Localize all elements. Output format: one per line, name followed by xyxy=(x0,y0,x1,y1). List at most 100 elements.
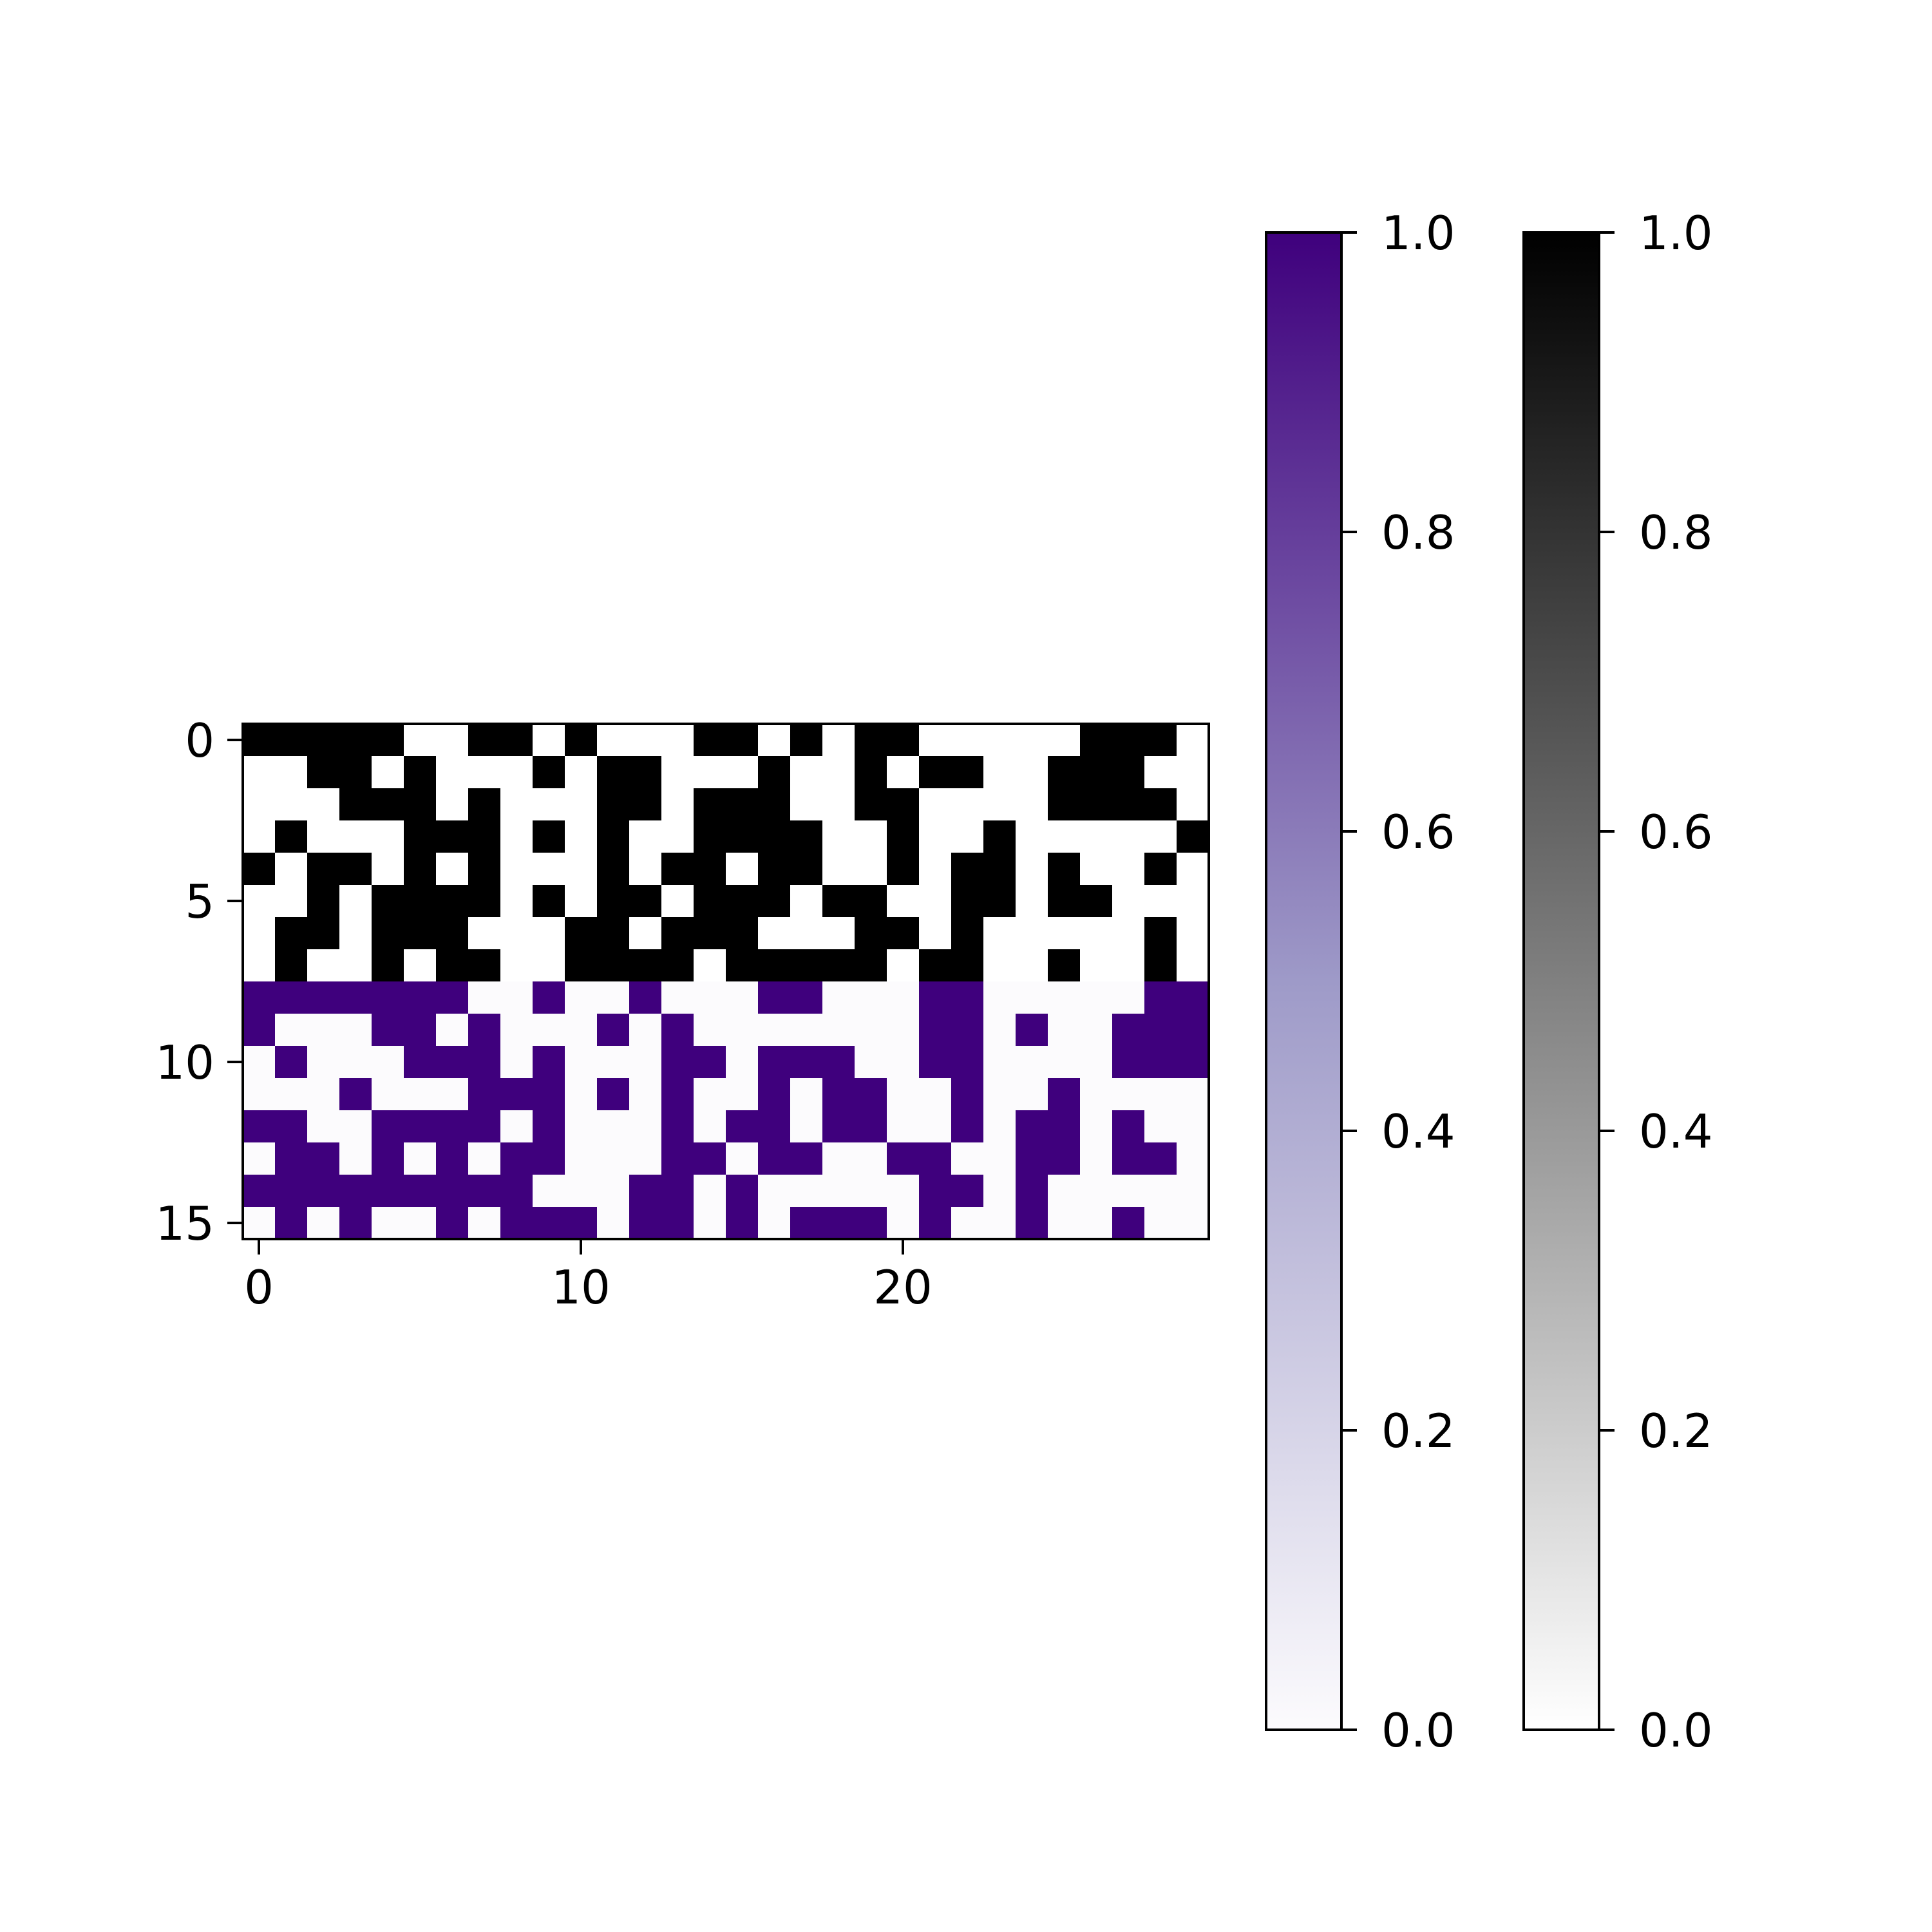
heatmap-cell xyxy=(1144,1142,1177,1175)
heatmap-cell xyxy=(919,724,952,757)
heatmap-cell xyxy=(565,756,598,789)
heatmap-cell xyxy=(855,820,887,853)
heatmap-cell xyxy=(565,788,598,821)
heatmap-cell xyxy=(275,756,308,789)
heatmap-cell xyxy=(790,1175,823,1208)
x-tick-label: 10 xyxy=(551,1260,611,1314)
heatmap-cell xyxy=(790,853,823,886)
heatmap-cell xyxy=(1177,981,1209,1014)
heatmap-cell xyxy=(822,885,855,918)
heatmap-cell xyxy=(822,1110,855,1143)
heatmap-cell xyxy=(339,1046,372,1079)
heatmap-cell xyxy=(919,917,952,950)
heatmap-cell xyxy=(565,724,598,757)
heatmap-cell xyxy=(597,853,630,886)
heatmap-cell xyxy=(372,1175,404,1208)
heatmap-cell xyxy=(661,917,694,950)
heatmap-cell xyxy=(1144,853,1177,886)
heatmap-cell xyxy=(339,917,372,950)
heatmap-cell xyxy=(1080,1078,1113,1111)
heatmap-cell xyxy=(661,981,694,1014)
heatmap-cell xyxy=(919,756,952,789)
heatmap-cell xyxy=(919,885,952,918)
colorbar-greys-tick-label: 0.2 xyxy=(1639,1404,1713,1458)
heatmap-cell xyxy=(726,1110,759,1143)
heatmap-cell xyxy=(726,724,759,757)
heatmap-cell xyxy=(468,949,501,982)
heatmap-cell xyxy=(1016,1142,1048,1175)
heatmap-cell xyxy=(404,756,437,789)
heatmap-cell xyxy=(1144,949,1177,982)
heatmap-cell xyxy=(1016,1175,1048,1208)
colorbar-purples-tick-label: 0.4 xyxy=(1381,1104,1455,1159)
colorbar-purples: 0.0 0.2 0.4 0.6 0.8 1.0 xyxy=(1265,206,1455,1757)
heatmap-cell xyxy=(629,756,662,789)
heatmap-cell xyxy=(275,788,308,821)
colorbar-purples-tick-label: 0.6 xyxy=(1381,805,1455,859)
heatmap-cell xyxy=(404,853,437,886)
heatmap-cell xyxy=(887,949,920,982)
heatmap-cell xyxy=(919,1110,952,1143)
heatmap-cell xyxy=(661,1142,694,1175)
heatmap-cell xyxy=(275,1078,308,1111)
heatmap-cells xyxy=(243,724,1209,1240)
heatmap-cell xyxy=(887,820,920,853)
heatmap-cell xyxy=(1016,949,1048,982)
heatmap-cell xyxy=(500,756,533,789)
heatmap-cell xyxy=(1177,1078,1209,1111)
heatmap-cell xyxy=(758,1110,791,1143)
heatmap-cell xyxy=(533,1046,565,1079)
heatmap-cell xyxy=(275,1142,308,1175)
heatmap-cell xyxy=(275,1207,308,1240)
heatmap-cell xyxy=(694,981,726,1014)
heatmap-cell xyxy=(1016,1110,1048,1143)
heatmap-cell xyxy=(1048,949,1081,982)
heatmap-cell xyxy=(822,756,855,789)
heatmap-cell xyxy=(983,756,1016,789)
heatmap-cell xyxy=(404,1110,437,1143)
heatmap-cell xyxy=(243,949,276,982)
heatmap-cell xyxy=(500,1046,533,1079)
heatmap-cell xyxy=(500,1175,533,1208)
colorbar-greys-tick-label: 1.0 xyxy=(1639,206,1713,260)
heatmap-cell xyxy=(533,1175,565,1208)
heatmap-cell xyxy=(822,981,855,1014)
heatmap-cell xyxy=(790,1207,823,1240)
heatmap-cell xyxy=(307,981,340,1014)
heatmap-cell xyxy=(468,756,501,789)
heatmap-cell xyxy=(1112,917,1145,950)
heatmap-cell xyxy=(307,788,340,821)
heatmap-cell xyxy=(339,1014,372,1046)
heatmap-cell xyxy=(533,756,565,789)
heatmap-cell xyxy=(790,820,823,853)
heatmap-cell xyxy=(1112,724,1145,757)
heatmap-cell xyxy=(822,1014,855,1046)
heatmap-cell xyxy=(307,1142,340,1175)
heatmap-cell xyxy=(404,1207,437,1240)
heatmap-cell xyxy=(661,1046,694,1079)
heatmap-cell xyxy=(1080,788,1113,821)
heatmap-cell xyxy=(500,788,533,821)
heatmap-cell xyxy=(919,1014,952,1046)
heatmap-cell xyxy=(565,1110,598,1143)
x-tick-label: 20 xyxy=(873,1260,933,1314)
heatmap-cell xyxy=(951,1110,984,1143)
heatmap-cell xyxy=(1112,788,1145,821)
heatmap-cell xyxy=(1080,756,1113,789)
heatmap-cell xyxy=(1080,1046,1113,1079)
heatmap-cell xyxy=(1112,1078,1145,1111)
heatmap-cell xyxy=(1048,853,1081,886)
heatmap-cell xyxy=(404,949,437,982)
heatmap-cell xyxy=(726,1078,759,1111)
heatmap-cell xyxy=(275,917,308,950)
heatmap-cell xyxy=(372,885,404,918)
heatmap-cell xyxy=(661,885,694,918)
heatmap-cell xyxy=(307,1207,340,1240)
heatmap-cell xyxy=(855,949,887,982)
heatmap-cell xyxy=(887,788,920,821)
heatmap-cell xyxy=(855,1014,887,1046)
y-axis: 0 5 10 15 xyxy=(155,714,243,1251)
heatmap-cell xyxy=(661,1110,694,1143)
heatmap-cell xyxy=(468,724,501,757)
heatmap-cell xyxy=(533,788,565,821)
